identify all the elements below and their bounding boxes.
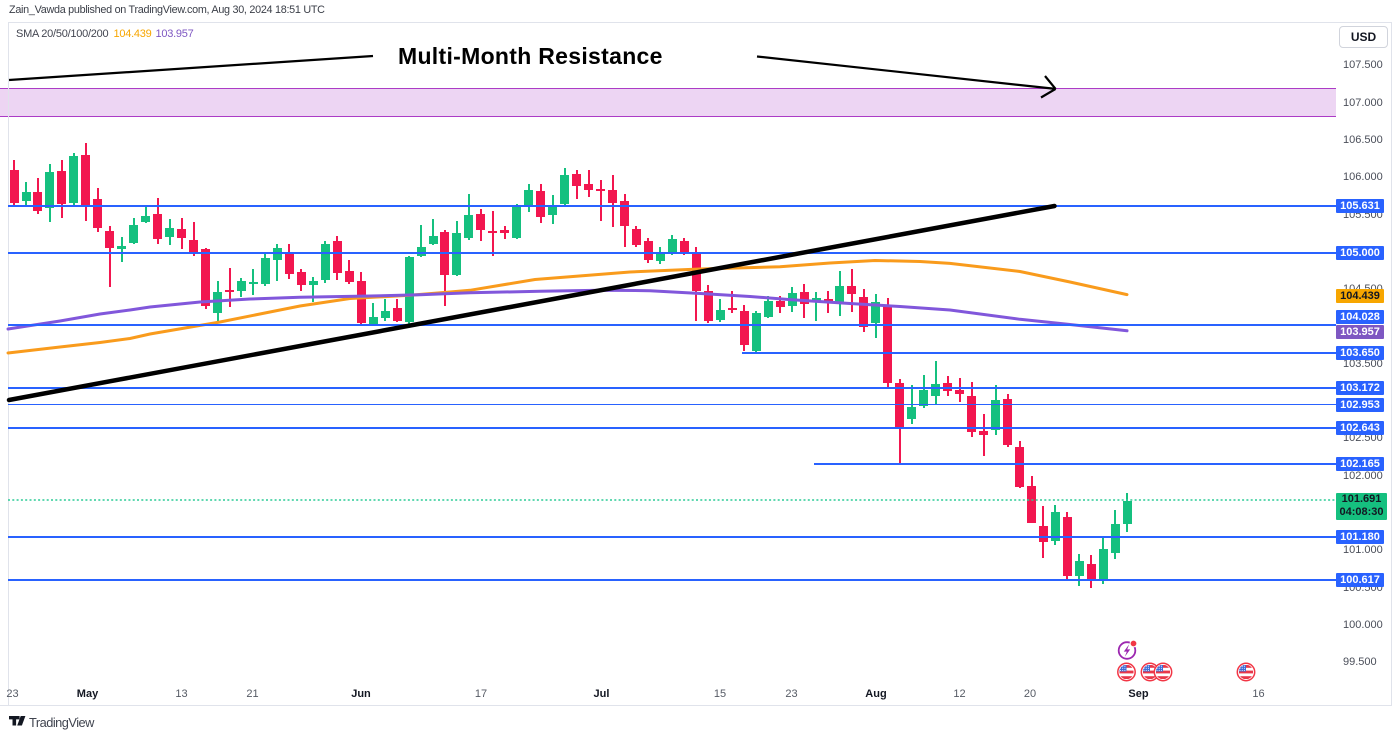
svg-text:TradingView: TradingView bbox=[29, 716, 95, 730]
